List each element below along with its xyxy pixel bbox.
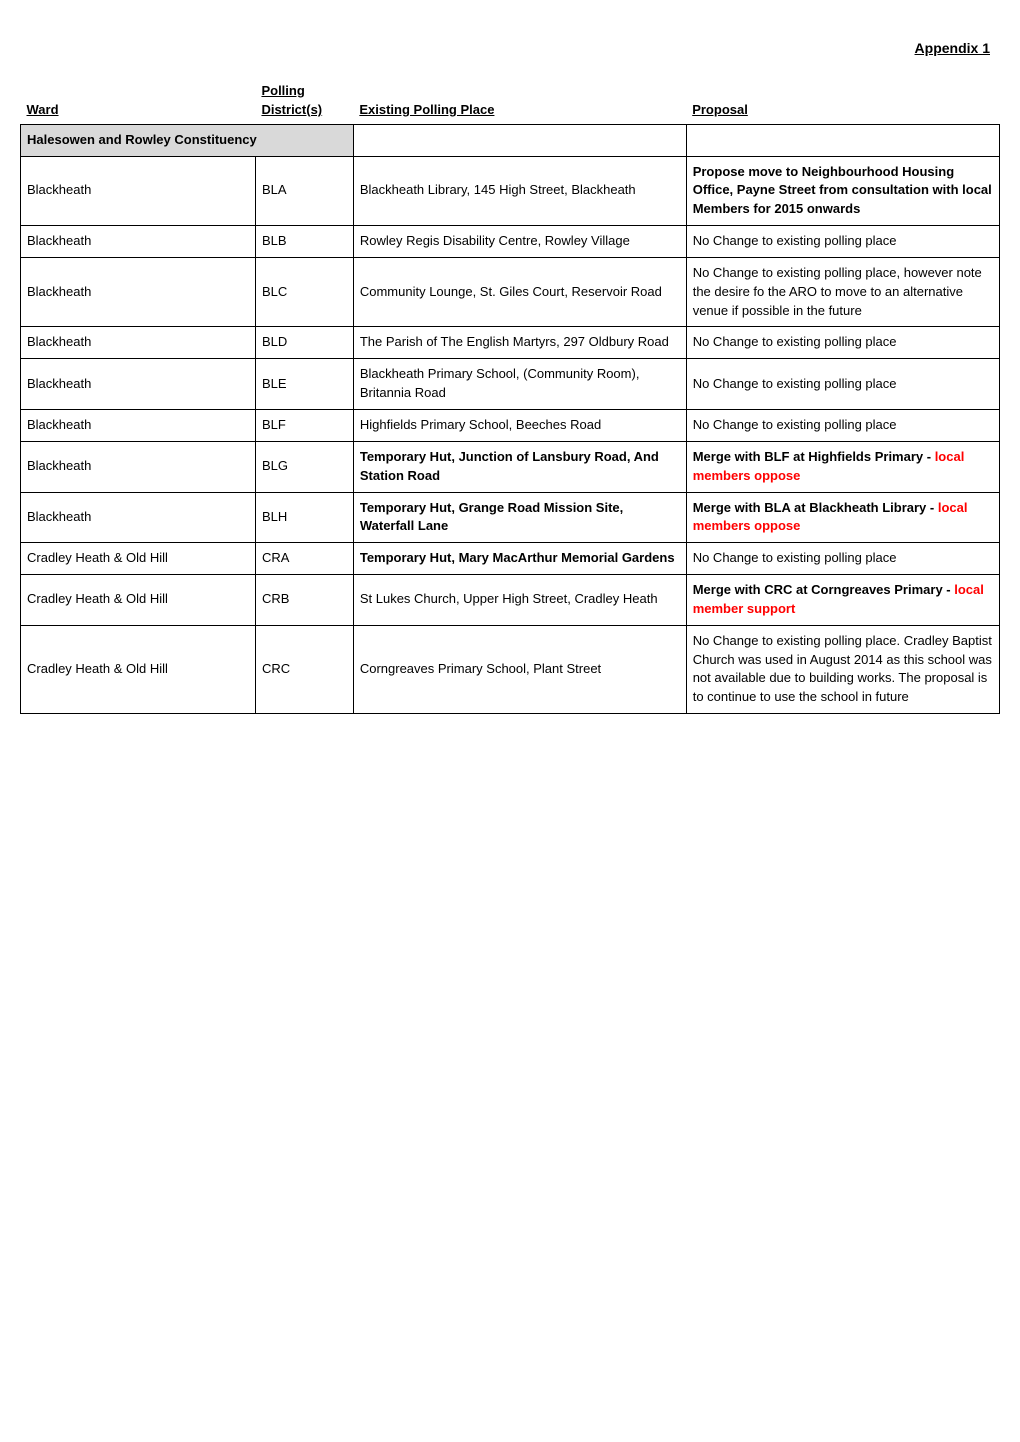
cell-existing: The Parish of The English Martyrs, 297 O… bbox=[353, 327, 686, 359]
cell-proposal: Propose move to Neighbourhood Housing Of… bbox=[686, 156, 999, 226]
cell-proposal: No Change to existing polling place bbox=[686, 409, 999, 441]
cell-district: BLD bbox=[255, 327, 353, 359]
cell-district: CRA bbox=[255, 543, 353, 575]
cell-ward: Cradley Heath & Old Hill bbox=[21, 625, 256, 713]
cell-proposal: Merge with BLF at Highfields Primary - l… bbox=[686, 441, 999, 492]
cell-proposal: No Change to existing polling place bbox=[686, 359, 999, 410]
proposal-pre: Merge with BLF at Highfields Primary - bbox=[693, 449, 935, 464]
cell-proposal: No Change to existing polling place. Cra… bbox=[686, 625, 999, 713]
table-row: BlackheathBLDThe Parish of The English M… bbox=[21, 327, 1000, 359]
hdr-proposal: Proposal bbox=[686, 76, 999, 124]
cell-district: BLF bbox=[255, 409, 353, 441]
cell-district: BLB bbox=[255, 226, 353, 258]
cell-existing: Temporary Hut, Grange Road Mission Site,… bbox=[353, 492, 686, 543]
cell-proposal: No Change to existing polling place bbox=[686, 226, 999, 258]
table-row: BlackheathBLCCommunity Lounge, St. Giles… bbox=[21, 257, 1000, 327]
cell-proposal: No Change to existing polling place bbox=[686, 543, 999, 575]
hdr-ward: Ward bbox=[21, 76, 256, 124]
appendix-title: Appendix 1 bbox=[20, 40, 990, 56]
table-row: Cradley Heath & Old HillCRBSt Lukes Chur… bbox=[21, 575, 1000, 626]
constituency-row: Halesowen and Rowley Constituency bbox=[21, 124, 1000, 156]
cell-district: BLE bbox=[255, 359, 353, 410]
cell-ward: Blackheath bbox=[21, 409, 256, 441]
hdr-polling: Polling bbox=[261, 83, 304, 98]
cell-existing: Temporary Hut, Junction of Lansbury Road… bbox=[353, 441, 686, 492]
table-row: BlackheathBLGTemporary Hut, Junction of … bbox=[21, 441, 1000, 492]
cell-existing: Rowley Regis Disability Centre, Rowley V… bbox=[353, 226, 686, 258]
header-row: Ward Polling District(s) Existing Pollin… bbox=[21, 76, 1000, 124]
cell-ward: Cradley Heath & Old Hill bbox=[21, 543, 256, 575]
table-row: BlackheathBLFHighfields Primary School, … bbox=[21, 409, 1000, 441]
cell-proposal: No Change to existing polling place, how… bbox=[686, 257, 999, 327]
table-row: BlackheathBLHTemporary Hut, Grange Road … bbox=[21, 492, 1000, 543]
polling-table: Ward Polling District(s) Existing Pollin… bbox=[20, 76, 1000, 714]
hdr-existing: Existing Polling Place bbox=[353, 76, 686, 124]
table-row: BlackheathBLEBlackheath Primary School, … bbox=[21, 359, 1000, 410]
table-row: BlackheathBLABlackheath Library, 145 Hig… bbox=[21, 156, 1000, 226]
hdr-polling-district: Polling District(s) bbox=[255, 76, 353, 124]
cell-district: CRB bbox=[255, 575, 353, 626]
cell-ward: Blackheath bbox=[21, 359, 256, 410]
cell-ward: Blackheath bbox=[21, 156, 256, 226]
cell-existing: Highfields Primary School, Beeches Road bbox=[353, 409, 686, 441]
cell-ward: Blackheath bbox=[21, 257, 256, 327]
cell-proposal: No Change to existing polling place bbox=[686, 327, 999, 359]
constituency-label: Halesowen and Rowley Constituency bbox=[21, 124, 354, 156]
cell-district: BLC bbox=[255, 257, 353, 327]
cell-existing: Blackheath Library, 145 High Street, Bla… bbox=[353, 156, 686, 226]
cell-ward: Blackheath bbox=[21, 226, 256, 258]
cell-existing: St Lukes Church, Upper High Street, Crad… bbox=[353, 575, 686, 626]
cell-district: BLH bbox=[255, 492, 353, 543]
cell-district: CRC bbox=[255, 625, 353, 713]
cell-existing: Temporary Hut, Mary MacArthur Memorial G… bbox=[353, 543, 686, 575]
cell-proposal: Merge with BLA at Blackheath Library - l… bbox=[686, 492, 999, 543]
cell-ward: Blackheath bbox=[21, 327, 256, 359]
cell-ward: Blackheath bbox=[21, 441, 256, 492]
cell-proposal: Merge with CRC at Corngreaves Primary - … bbox=[686, 575, 999, 626]
constituency-blank-2 bbox=[686, 124, 999, 156]
table-row: BlackheathBLBRowley Regis Disability Cen… bbox=[21, 226, 1000, 258]
cell-ward: Blackheath bbox=[21, 492, 256, 543]
constituency-blank-1 bbox=[353, 124, 686, 156]
cell-ward: Cradley Heath & Old Hill bbox=[21, 575, 256, 626]
proposal-pre: Merge with BLA at Blackheath Library - bbox=[693, 500, 938, 515]
cell-existing: Community Lounge, St. Giles Court, Reser… bbox=[353, 257, 686, 327]
proposal-pre: Merge with CRC at Corngreaves Primary - bbox=[693, 582, 955, 597]
hdr-district: District(s) bbox=[261, 102, 322, 117]
cell-district: BLG bbox=[255, 441, 353, 492]
table-row: Cradley Heath & Old HillCRATemporary Hut… bbox=[21, 543, 1000, 575]
cell-existing: Blackheath Primary School, (Community Ro… bbox=[353, 359, 686, 410]
cell-existing: Corngreaves Primary School, Plant Street bbox=[353, 625, 686, 713]
cell-district: BLA bbox=[255, 156, 353, 226]
table-row: Cradley Heath & Old HillCRCCorngreaves P… bbox=[21, 625, 1000, 713]
